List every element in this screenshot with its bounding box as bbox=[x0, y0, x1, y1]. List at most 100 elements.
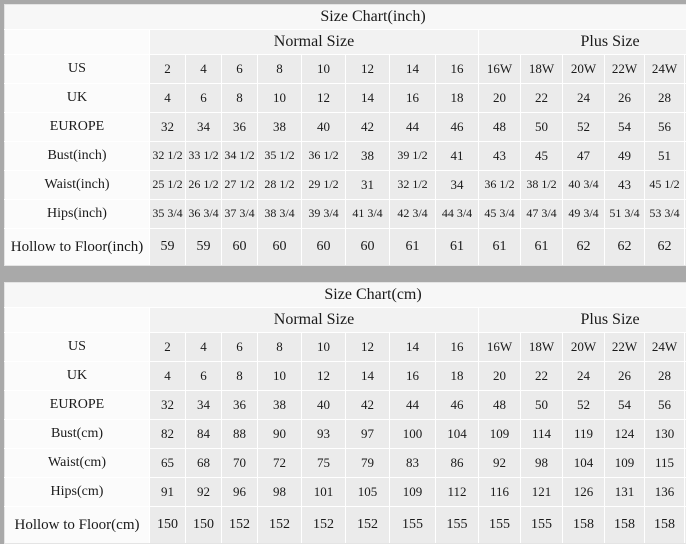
table-cell: 52 bbox=[563, 113, 605, 142]
table-cell: 82 bbox=[150, 420, 186, 449]
table-row: EUROPE3234363840424446485052545658 bbox=[5, 113, 686, 142]
table-cell: 38 1/2 bbox=[521, 171, 563, 200]
table-cell: 39 1/2 bbox=[390, 142, 436, 171]
table-cell: 50 bbox=[521, 391, 563, 420]
table-cell: 35 3/4 bbox=[150, 200, 186, 229]
table-cell: 93 bbox=[302, 420, 346, 449]
table-cell: 65 bbox=[150, 449, 186, 478]
table-cell: 116 bbox=[479, 478, 521, 507]
table-cell: 24W bbox=[645, 333, 685, 362]
table-cell: 119 bbox=[563, 420, 605, 449]
table-cell: 37 3/4 bbox=[222, 200, 258, 229]
table-cell: 36 1/2 bbox=[302, 142, 346, 171]
table-cell: 43 bbox=[479, 142, 521, 171]
table-cell: 34 bbox=[186, 391, 222, 420]
table-cell: 45 3/4 bbox=[479, 200, 521, 229]
chart-title-row: Size Chart(inch) bbox=[5, 5, 686, 30]
table-cell: 40 3/4 bbox=[563, 171, 605, 200]
table-cell: 48 bbox=[479, 113, 521, 142]
table-cell: 98 bbox=[258, 478, 302, 507]
table-cell: 4 bbox=[186, 55, 222, 84]
table-cell: 150 bbox=[186, 507, 222, 544]
row-label: US bbox=[5, 333, 150, 362]
table-cell: 86 bbox=[436, 449, 479, 478]
table-cell: 8 bbox=[258, 55, 302, 84]
table-row: Waist(cm)6568707275798386929810410911512… bbox=[5, 449, 686, 478]
table-cell: 4 bbox=[150, 84, 186, 113]
table-cell: 51 bbox=[645, 142, 685, 171]
table-cell: 2 bbox=[150, 333, 186, 362]
table-cell: 84 bbox=[186, 420, 222, 449]
table-cell: 158 bbox=[645, 507, 685, 544]
table-cell: 10 bbox=[258, 84, 302, 113]
table-cell: 16W bbox=[479, 55, 521, 84]
row-label: Hips(inch) bbox=[5, 200, 150, 229]
table-cell: 14 bbox=[390, 333, 436, 362]
table-cell: 26 bbox=[605, 84, 645, 113]
table-cell: 32 1/2 bbox=[150, 142, 186, 171]
table-cell: 83 bbox=[390, 449, 436, 478]
table-cell: 47 3/4 bbox=[521, 200, 563, 229]
table-cell: 32 bbox=[150, 391, 186, 420]
table-cell: 24 bbox=[563, 84, 605, 113]
table-cell: 10 bbox=[302, 55, 346, 84]
table-cell: 54 bbox=[605, 113, 645, 142]
table-cell: 42 3/4 bbox=[390, 200, 436, 229]
table-cell: 92 bbox=[479, 449, 521, 478]
group-header-plus-size: Plus Size bbox=[479, 30, 686, 55]
table-cell: 50 bbox=[521, 113, 563, 142]
table-cell: 158 bbox=[605, 507, 645, 544]
table-cell: 20 bbox=[479, 84, 521, 113]
table-cell: 34 bbox=[186, 113, 222, 142]
row-label: US bbox=[5, 55, 150, 84]
table-cell: 38 bbox=[346, 142, 390, 171]
table-cell: 22W bbox=[605, 333, 645, 362]
table-cell: 24W bbox=[645, 55, 685, 84]
table-cell: 126 bbox=[563, 478, 605, 507]
table-cell: 70 bbox=[222, 449, 258, 478]
table-cell: 12 bbox=[346, 55, 390, 84]
table-cell: 45 bbox=[521, 142, 563, 171]
row-label: Waist(cm) bbox=[5, 449, 150, 478]
table-cell: 12 bbox=[346, 333, 390, 362]
table-cell: 62 bbox=[563, 229, 605, 266]
table-cell: 61 bbox=[390, 229, 436, 266]
table-cell: 72 bbox=[258, 449, 302, 478]
table-cell: 18 bbox=[436, 84, 479, 113]
table-cell: 44 bbox=[390, 113, 436, 142]
table-cell: 36 bbox=[222, 113, 258, 142]
table-cell: 53 3/4 bbox=[645, 200, 685, 229]
row-label: Hollow to Floor(cm) bbox=[5, 507, 150, 544]
table-cell: 41 bbox=[436, 142, 479, 171]
table-cell: 136 bbox=[645, 478, 685, 507]
table-cell: 109 bbox=[390, 478, 436, 507]
table-row: UK4681012141618202224262830 bbox=[5, 84, 686, 113]
table-cell: 96 bbox=[222, 478, 258, 507]
table-cell: 59 bbox=[150, 229, 186, 266]
row-label: Bust(cm) bbox=[5, 420, 150, 449]
table-cell: 36 1/2 bbox=[479, 171, 521, 200]
table-cell: 152 bbox=[258, 507, 302, 544]
table-cell: 28 1/2 bbox=[258, 171, 302, 200]
table-cell: 40 bbox=[302, 113, 346, 142]
table-cell: 6 bbox=[186, 362, 222, 391]
table-cell: 34 1/2 bbox=[222, 142, 258, 171]
table-cell: 20W bbox=[563, 55, 605, 84]
table-cell: 121 bbox=[521, 478, 563, 507]
table-cell: 155 bbox=[436, 507, 479, 544]
row-label: Hollow to Floor(inch) bbox=[5, 229, 150, 266]
table-cell: 32 1/2 bbox=[390, 171, 436, 200]
row-label: EUROPE bbox=[5, 391, 150, 420]
table-cell: 51 3/4 bbox=[605, 200, 645, 229]
table-cell: 36 3/4 bbox=[186, 200, 222, 229]
table-cell: 47 bbox=[563, 142, 605, 171]
